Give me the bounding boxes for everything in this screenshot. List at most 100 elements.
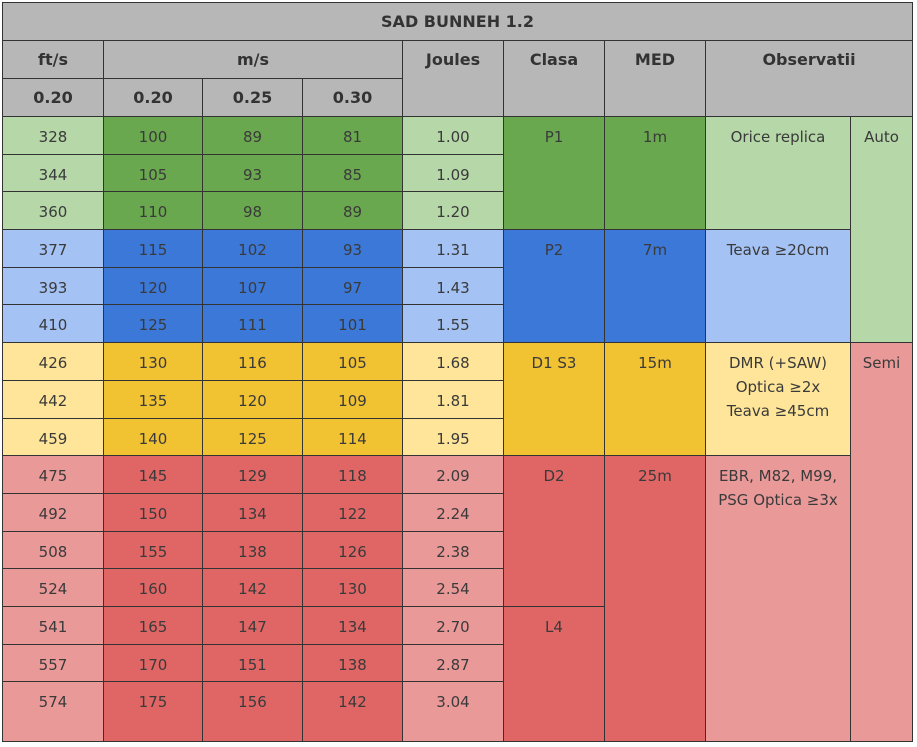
cell-clasa: P1 — [503, 115, 605, 231]
table-row: 410 125 111 101 1.55 — [2, 304, 913, 344]
table-row: 360 110 98 89 1.20 — [2, 191, 913, 231]
cell-ms: 156 — [202, 681, 303, 743]
cell-joules: 1.81 — [402, 379, 504, 419]
table-row: 377 115 102 93 1.31 P2 7m Teava ≥20cm — [2, 229, 913, 344]
cell-fts: 492 — [2, 492, 104, 532]
observatii-line: DMR (+SAW) — [728, 354, 828, 373]
table-body: 328 100 89 81 1.00 P1 1m Orice replica Auto 344 10… — [2, 115, 914, 743]
header-clasa: Clasa — [503, 40, 605, 117]
cell-ms: 142 — [302, 681, 403, 743]
cell-ms: 93 — [202, 153, 303, 193]
observatii-line: Orice replica — [730, 128, 826, 146]
table-row: 475 145 129 118 2.09 D2 25m EBR, M82, M99, PSG O… — [2, 455, 913, 743]
cell-ms: 114 — [302, 417, 403, 457]
subheader-ms-030: 0.30 — [302, 78, 403, 117]
table-row: 508 155 138 126 2.38 — [2, 530, 913, 570]
cell-ms: 110 — [103, 191, 203, 231]
cell-fts: 410 — [2, 304, 104, 344]
subheader-ms-020: 0.20 — [103, 78, 203, 117]
cell-joules: 2.09 — [402, 455, 504, 494]
cell-ms: 116 — [202, 342, 303, 381]
cell-ms: 155 — [103, 530, 203, 570]
cell-ms: 126 — [302, 530, 403, 570]
cell-ms: 81 — [302, 116, 403, 155]
cell-ms: 125 — [103, 304, 203, 344]
cell-joules: 1.55 — [402, 304, 504, 344]
table-row: 541 165 147 134 2.70 L4 — [2, 605, 913, 743]
cell-joules: 3.04 — [402, 681, 504, 743]
header-observatii: Observatii — [704, 40, 914, 117]
cell-fts: 442 — [2, 379, 104, 419]
table-row: 328 100 89 81 1.00 P1 1m Orice replica Auto — [2, 115, 914, 344]
cell-observatii: Orice replica — [705, 115, 851, 231]
cell-ms: 97 — [302, 266, 403, 306]
cell-mode: Semi — [849, 342, 914, 743]
cell-observatii: Teava ≥20cm — [705, 229, 851, 344]
cell-fts: 328 — [2, 116, 104, 155]
cell-ms: 135 — [103, 379, 203, 419]
cell-joules: 2.24 — [402, 492, 504, 532]
cell-ms: 109 — [302, 379, 403, 419]
cell-ms: 140 — [103, 417, 203, 457]
observatii-line: EBR, M82, M99, — [718, 467, 838, 486]
cell-ms: 105 — [103, 153, 203, 193]
cell-ms: 130 — [302, 568, 403, 607]
cell-fts: 541 — [2, 605, 104, 645]
table-row: 524 160 142 130 2.54 — [2, 568, 913, 607]
cell-fts: 524 — [2, 568, 104, 607]
cell-ms: 170 — [103, 643, 203, 683]
cell-fts: 360 — [2, 191, 104, 231]
cell-clasa: L4 — [503, 605, 605, 743]
cell-ms: 130 — [103, 342, 203, 381]
cell-ms: 98 — [202, 191, 303, 231]
cell-clasa: D1 S3 — [503, 342, 605, 457]
cell-ms: 138 — [202, 530, 303, 570]
cell-fts: 459 — [2, 417, 104, 457]
observatii-line: PSG Optica ≥3x — [718, 491, 838, 510]
cell-ms: 120 — [103, 266, 203, 306]
cell-ms: 160 — [103, 568, 203, 607]
cell-ms: 147 — [202, 605, 303, 645]
header-joules: Joules — [402, 40, 504, 117]
cell-ms: 150 — [103, 492, 203, 532]
header-med: MED — [604, 40, 706, 117]
cell-ms: 129 — [202, 455, 303, 494]
cell-ms: 89 — [202, 116, 303, 155]
cell-observatii: DMR (+SAW) Optica ≥2x Teava ≥45cm — [705, 342, 851, 457]
cell-clasa: D2 — [503, 455, 605, 607]
cell-fts: 344 — [2, 153, 104, 193]
cell-observatii: EBR, M82, M99, PSG Optica ≥3x — [705, 455, 851, 743]
cell-fts: 475 — [2, 455, 104, 494]
cell-med: 15m — [604, 342, 706, 457]
cell-ms: 89 — [302, 191, 403, 231]
subheader-ms-025: 0.25 — [202, 78, 303, 117]
cell-joules: 1.00 — [402, 116, 504, 155]
cell-ms: 118 — [302, 455, 403, 494]
table-row: 459 140 125 114 1.95 — [2, 417, 913, 457]
cell-ms: 111 — [202, 304, 303, 344]
cell-med: 1m — [604, 115, 706, 231]
cell-ms: 105 — [302, 342, 403, 381]
cell-ms: 85 — [302, 153, 403, 193]
cell-fts: 377 — [2, 229, 104, 268]
cell-joules: 1.68 — [402, 342, 504, 381]
observatii-line: Teava ≥45cm — [726, 402, 830, 421]
observatii-line: Optica ≥2x — [735, 378, 821, 397]
cell-joules: 1.95 — [402, 417, 504, 457]
cell-ms: 101 — [302, 304, 403, 344]
table-row: 574 175 156 142 3.04 — [2, 681, 913, 743]
cell-fts: 508 — [2, 530, 104, 570]
header-ms: m/s — [103, 40, 403, 79]
cell-ms: 151 — [202, 643, 303, 683]
header-fts: ft/s — [2, 40, 104, 79]
cell-ms: 100 — [103, 116, 203, 155]
subheader-fts: 0.20 — [2, 78, 104, 117]
cell-med: 25m — [604, 455, 706, 743]
cell-ms: 120 — [202, 379, 303, 419]
cell-joules: 2.87 — [402, 643, 504, 683]
cell-ms: 165 — [103, 605, 203, 645]
cell-joules: 1.09 — [402, 153, 504, 193]
cell-ms: 134 — [202, 492, 303, 532]
table-row: 393 120 107 97 1.43 — [2, 266, 913, 306]
